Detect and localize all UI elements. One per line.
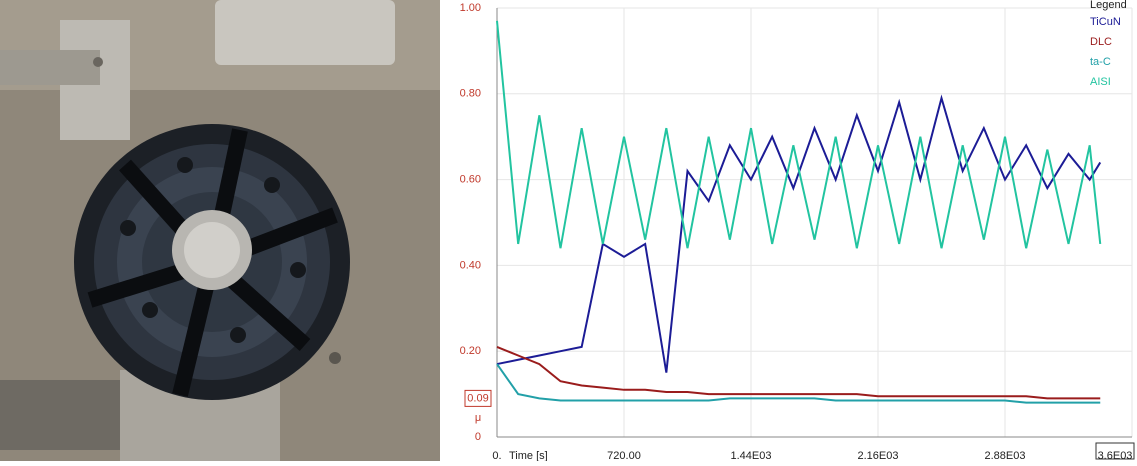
legend-title: Legend	[1090, 0, 1127, 11]
legend-entry: ta-C	[1090, 56, 1111, 68]
chart-background	[440, 0, 1137, 461]
x-tick-label: 1.44E03	[731, 450, 772, 461]
series-line	[496, 363, 1101, 404]
y-tick-label: 0.20	[460, 345, 481, 357]
x-tick-box	[1095, 442, 1135, 460]
x-tick-label: 0.	[492, 450, 501, 461]
legend-entry: TiCuN	[1090, 16, 1121, 28]
legend-entry: AISI	[1090, 76, 1111, 88]
series-line	[496, 345, 1101, 400]
legend-entry: DLC	[1090, 36, 1112, 48]
y-tick-label: 0.80	[460, 88, 481, 100]
x-tick-label: 2.16E03	[858, 450, 899, 461]
x-tick-label: 720.00	[607, 450, 641, 461]
y-tick-label: 0.40	[460, 259, 481, 271]
y-marker-box	[464, 389, 492, 407]
x-axis-label: Time [s]	[509, 450, 548, 461]
series-line	[496, 94, 1102, 373]
x-tick-label: 3.6E03	[1098, 450, 1133, 461]
series-line	[496, 20, 1102, 249]
photo	[0, 0, 440, 461]
y-marker-label: 0.09	[467, 392, 488, 404]
y-tick-label: 1.00	[460, 2, 481, 14]
y-tick-label: 0.60	[460, 174, 481, 186]
x-tick-label: 2.88E03	[985, 450, 1026, 461]
y-tick-label: 0	[475, 431, 481, 443]
y-axis-label: μ	[475, 412, 481, 424]
